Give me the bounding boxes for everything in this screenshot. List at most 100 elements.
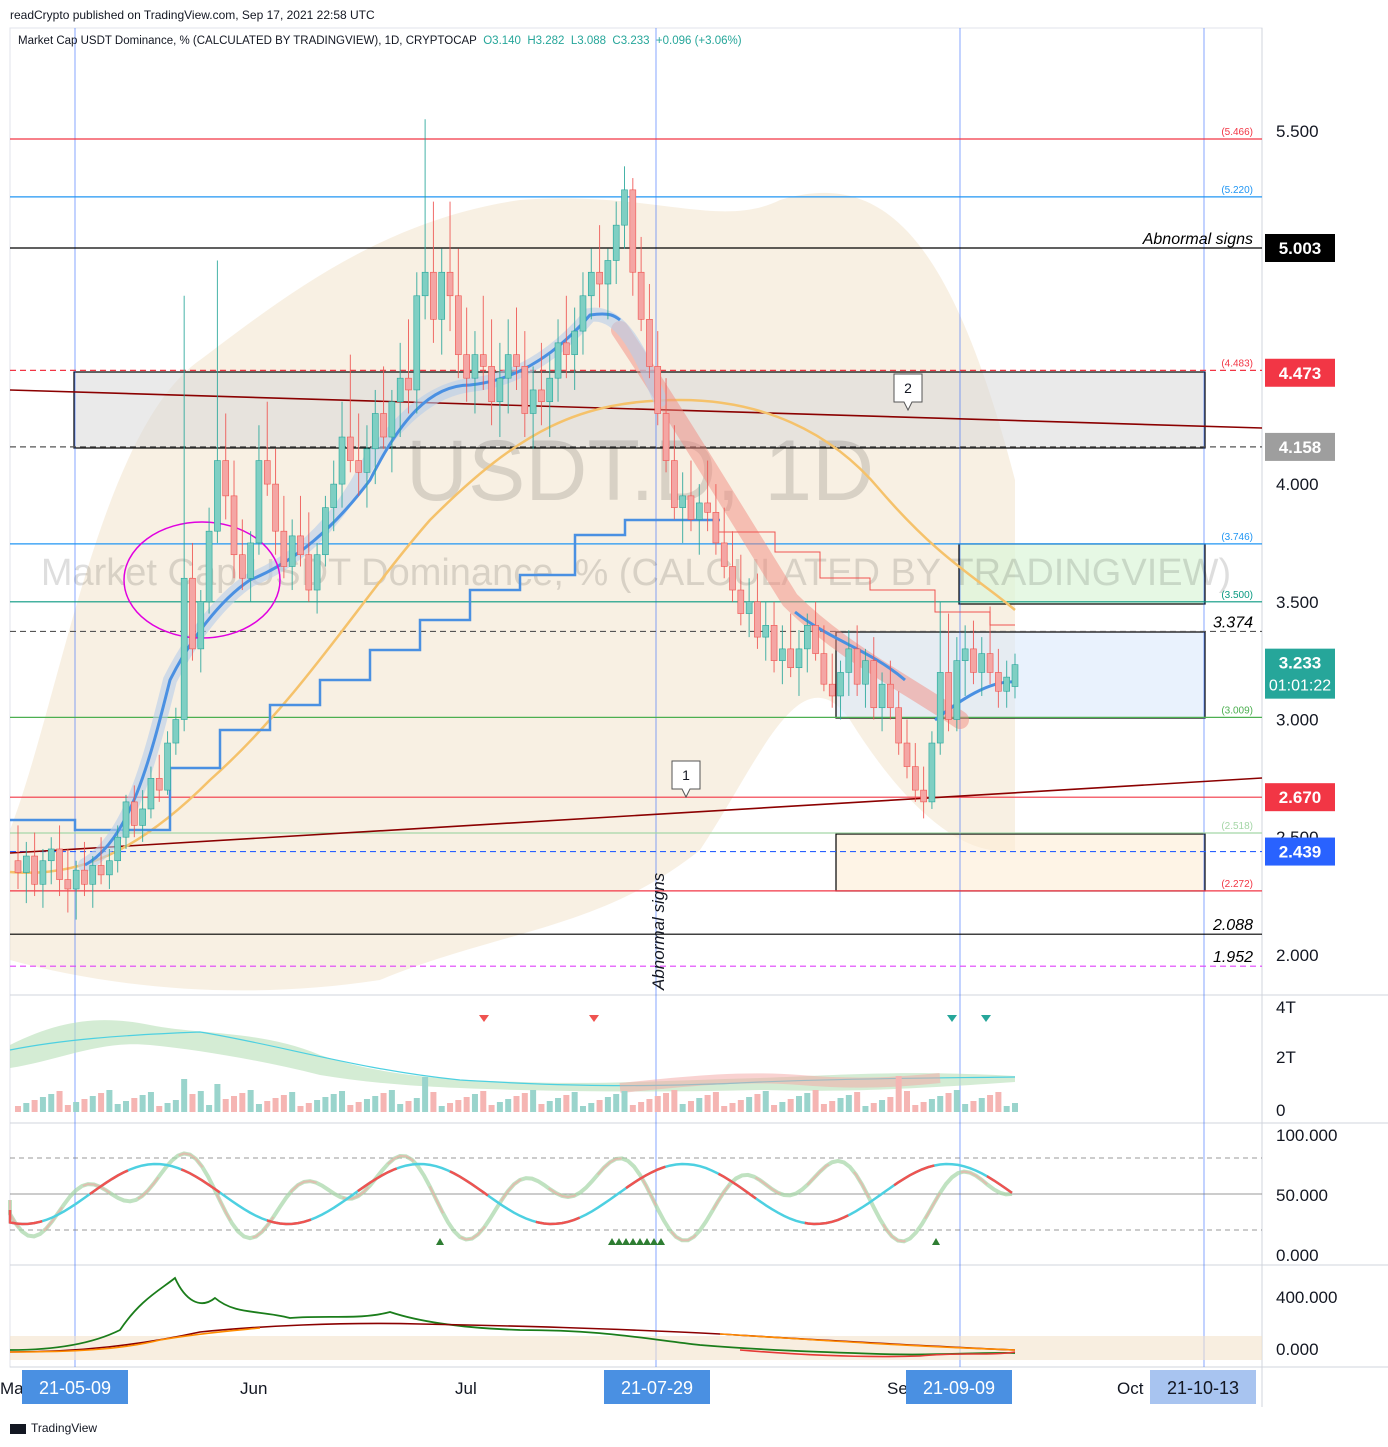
candle-body: [496, 377, 504, 403]
ascending-trendline: [9, 777, 1263, 854]
volume-bar: [139, 1095, 146, 1112]
stoch-signal-icon: [657, 1238, 665, 1245]
volume-bar: [297, 1106, 304, 1112]
candle-body: [222, 460, 230, 497]
obv-tick-label: 400.000: [1276, 1288, 1337, 1307]
candle-body: [820, 653, 828, 685]
stoch-tick-label: 100.000: [1276, 1126, 1337, 1145]
candle-body: [31, 855, 38, 885]
volume-bar: [903, 1091, 910, 1112]
volume-bar: [538, 1104, 545, 1112]
level-label: (5.466): [1221, 127, 1253, 138]
candle-body: [704, 502, 711, 513]
candle-body: [737, 589, 745, 614]
volume-bar: [712, 1092, 719, 1112]
volume-bar: [447, 1103, 454, 1112]
candle-body: [180, 577, 188, 720]
volume-bar: [23, 1103, 30, 1112]
descending-trendline: [9, 389, 1263, 429]
price-tick-label: 3.500: [1276, 593, 1319, 612]
candle-body: [529, 389, 537, 414]
candle-body: [887, 683, 894, 709]
level-label: (4.483): [1221, 358, 1253, 369]
stoch-d-line-red: [8, 1162, 1013, 1226]
candle-body: [430, 271, 437, 320]
candle-body: [920, 789, 927, 803]
price-badge: [1265, 783, 1335, 812]
volume-bar: [206, 1105, 213, 1112]
volume-bar: [106, 1090, 113, 1112]
legend-change: +0.096 (+3.06%): [655, 35, 742, 47]
candle-body: [862, 660, 869, 685]
candle-body: [388, 401, 396, 438]
candle-body: [795, 648, 803, 669]
candle-body: [471, 354, 479, 379]
candle-body: [903, 742, 911, 767]
date-badge: [1150, 1370, 1256, 1404]
candle-body: [554, 342, 562, 379]
candle-body: [463, 354, 470, 379]
candle-body: [147, 778, 155, 810]
descending-band: [611, 321, 969, 729]
volume-bar: [870, 1103, 877, 1112]
tradingview-logo-icon: [10, 1423, 26, 1434]
candle-body: [106, 860, 113, 876]
level-label: 3.374: [1213, 614, 1253, 631]
volume-bar: [471, 1094, 478, 1112]
volume-bar: [15, 1106, 21, 1112]
level-label: Abnormal signs: [1142, 231, 1253, 248]
candle-body: [970, 648, 977, 673]
level-label: (3.500): [1221, 590, 1253, 601]
watermark-symbol: USDT.D, 1D: [406, 423, 874, 519]
date-badge-label: 21-10-13: [1167, 1378, 1239, 1398]
stoch-signal-icon: [622, 1238, 630, 1245]
candle-body: [23, 855, 30, 873]
candle-body: [72, 869, 80, 890]
brand-label: TradingView: [31, 1421, 98, 1435]
volume-bar: [629, 1105, 636, 1112]
volume-bar: [546, 1101, 553, 1112]
volume-bar: [181, 1079, 188, 1112]
volume-bar: [679, 1104, 686, 1112]
date-badge: [906, 1370, 1012, 1404]
volume-bar: [1003, 1106, 1010, 1112]
volume-bar: [837, 1098, 844, 1112]
volume-bar: [613, 1094, 620, 1112]
volume-bar: [488, 1105, 495, 1112]
volume-bar: [505, 1099, 512, 1112]
volume-bar: [438, 1106, 445, 1112]
candle-body: [64, 879, 72, 890]
date-badge-label: 21-07-29: [621, 1378, 693, 1398]
candle-body: [720, 542, 728, 567]
volume-bar: [978, 1098, 985, 1112]
volume-bar: [687, 1101, 694, 1112]
candle-body: [504, 354, 512, 379]
candle-body: [729, 566, 736, 591]
volume-bar: [73, 1102, 80, 1112]
volume-bar: [995, 1092, 1002, 1112]
volume-tick-label: 2T: [1276, 1048, 1296, 1067]
candle-body: [322, 507, 329, 556]
volume-bar: [189, 1094, 196, 1112]
resistance-zone: [73, 371, 1206, 449]
trend-line-blue: [84, 312, 621, 867]
candle-body: [164, 742, 171, 791]
volume-bar: [355, 1102, 362, 1112]
candle-body: [679, 495, 686, 508]
candle-body: [770, 625, 778, 661]
candle-body: [538, 389, 545, 403]
price-badge-label: 4.473: [1279, 364, 1322, 383]
volume-bar: [372, 1096, 379, 1112]
price-badge-label: 3.233: [1279, 654, 1322, 673]
symbol-name: Market Cap USDT Dominance, % (CALCULATED…: [18, 35, 477, 47]
volume-bar: [671, 1090, 678, 1112]
volume-bar: [962, 1104, 969, 1112]
stoch-k-line: [8, 1151, 1013, 1244]
volume-bar: [231, 1096, 238, 1112]
candle-body: [928, 742, 936, 803]
volume-bar: [363, 1099, 370, 1112]
candle-body: [363, 448, 371, 473]
candle-body: [288, 535, 296, 567]
tradingview-footer[interactable]: TradingView: [10, 1421, 97, 1435]
